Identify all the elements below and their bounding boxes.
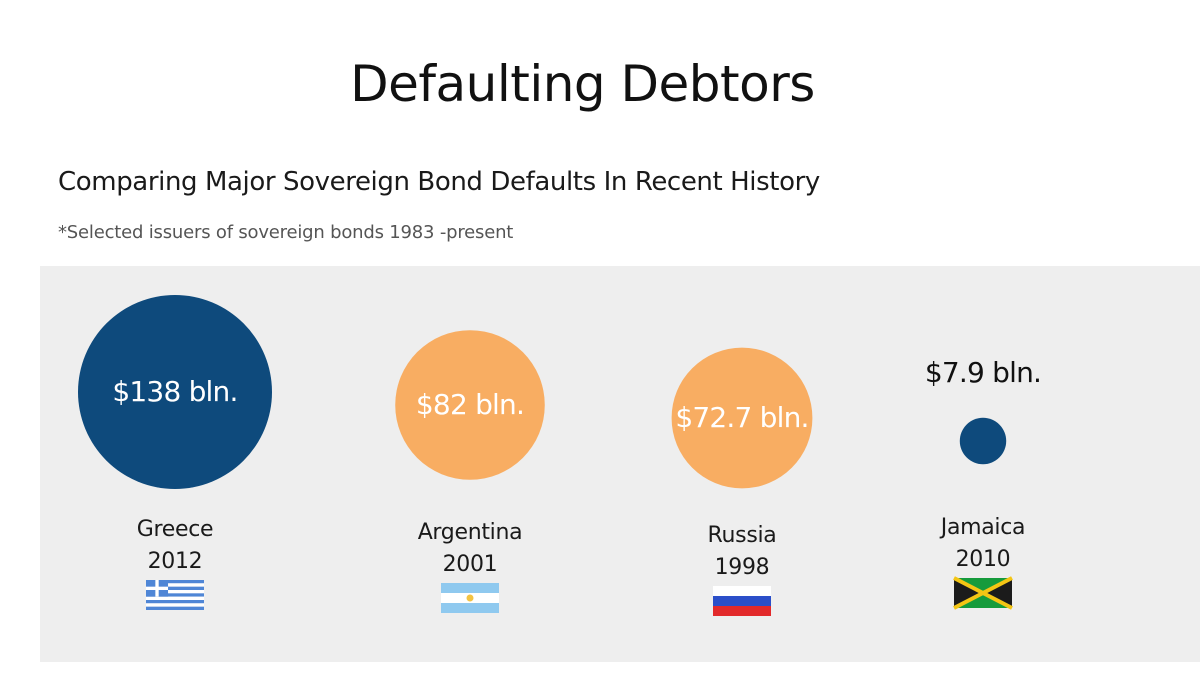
value-label-jamaica: $7.9 bln. (925, 356, 1041, 389)
jamaica-flag-icon (953, 576, 1013, 610)
chart-note: *Selected issuers of sovereign bonds 198… (58, 222, 514, 243)
country-label-russia: Russia (708, 523, 777, 548)
country-label-greece: Greece (137, 517, 214, 542)
country-label-argentina: Argentina (418, 520, 523, 545)
year-label-jamaica: 2010 (956, 547, 1011, 572)
bubble-argentina (395, 330, 545, 480)
bubble-jamaica (959, 417, 1007, 465)
bubble-greece (78, 295, 272, 489)
value-label-greece: $138 bln. (112, 375, 237, 408)
value-label-argentina: $82 bln. (416, 388, 524, 421)
year-label-russia: 1998 (715, 555, 770, 580)
chart-subtitle: Comparing Major Sovereign Bond Defaults … (58, 167, 820, 197)
country-label-jamaica: Jamaica (939, 515, 1025, 540)
value-label-russia: $72.7 bln. (675, 401, 808, 434)
year-label-greece: 2012 (148, 549, 203, 574)
bubble-russia (671, 347, 813, 489)
greece-flag-icon (146, 580, 204, 610)
year-label-argentina: 2001 (443, 552, 498, 577)
russia-flag-icon (713, 586, 771, 616)
argentina-flag-icon (441, 583, 499, 613)
chart-title: Defaulting Debtors (350, 55, 815, 113)
